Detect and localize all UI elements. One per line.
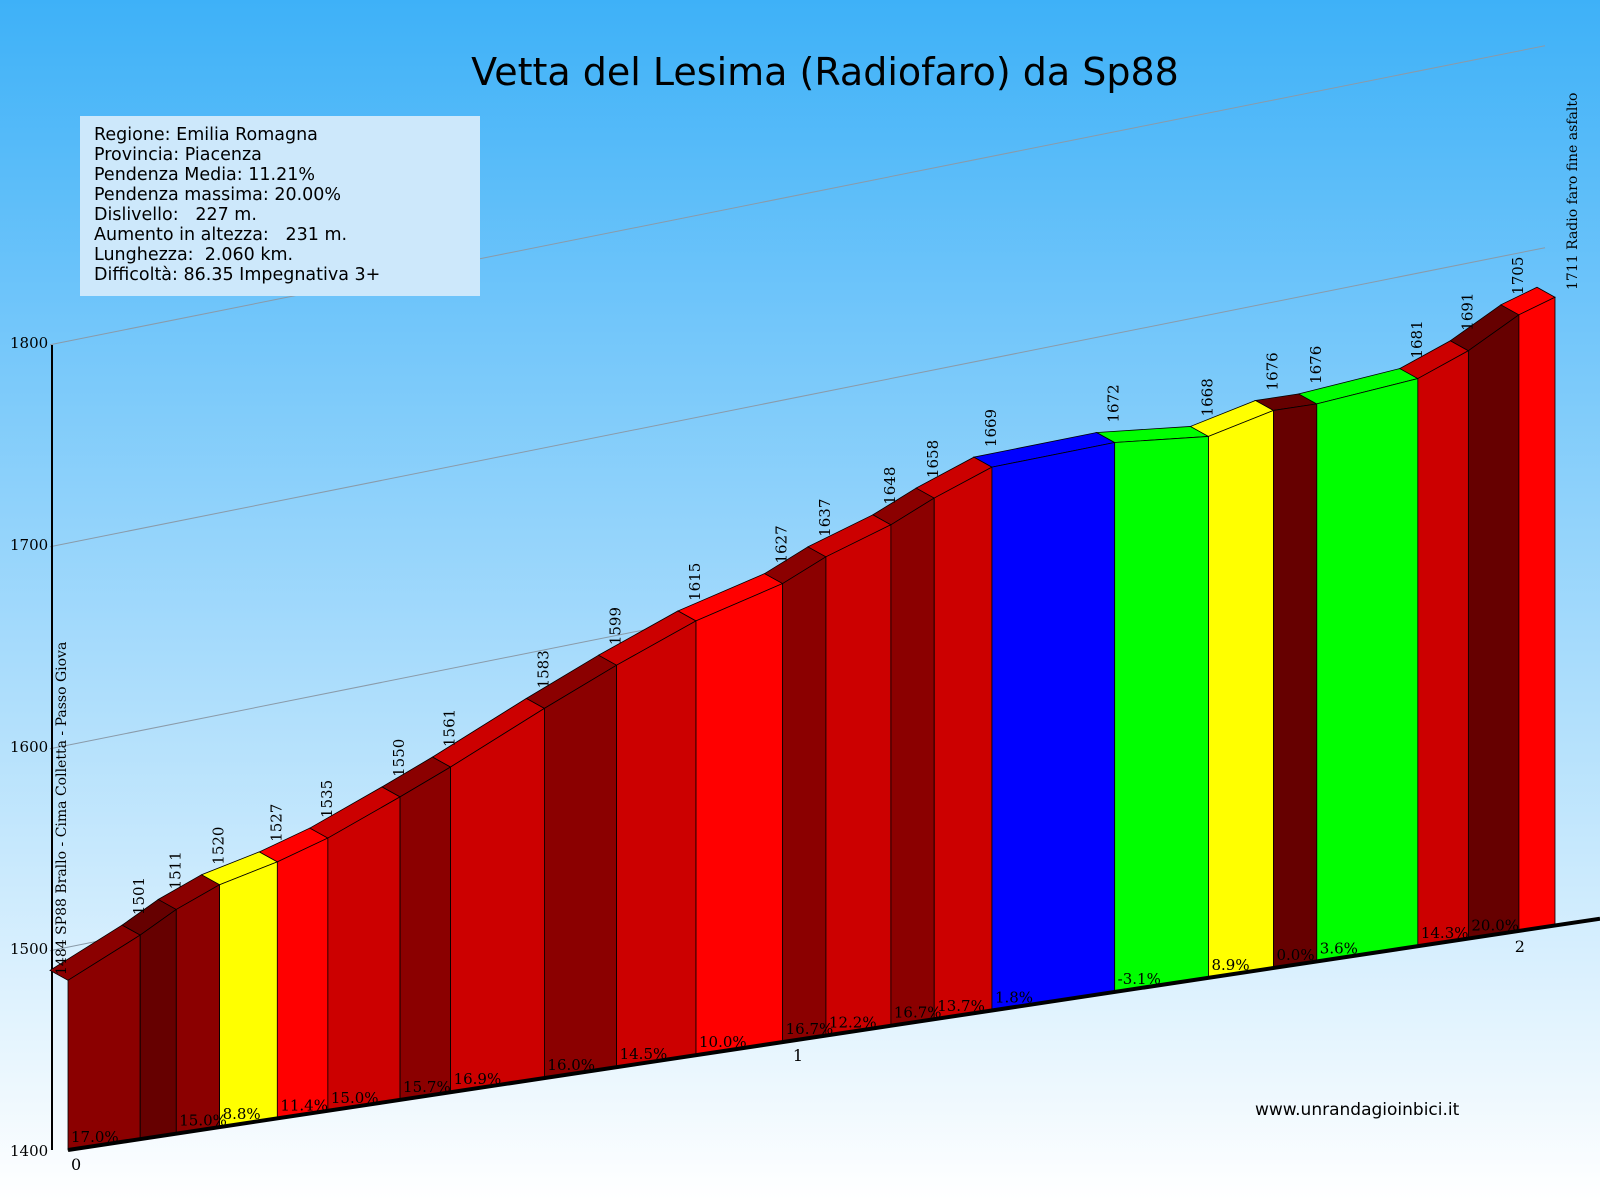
info-box: Regione: Emilia Romagna Provincia: Piace… [80, 116, 480, 296]
website-credit: www.unrandagioinbici.it [1255, 1100, 1460, 1120]
segment-front-face [695, 582, 784, 1056]
grade-label: 10.0% [699, 1033, 747, 1051]
elevation-label: 1681 [1408, 320, 1426, 358]
elevation-label: 1648 [881, 467, 899, 505]
segment-front-face [1518, 296, 1556, 932]
elevation-label: 1520 [210, 827, 228, 865]
segment-front-face [544, 664, 618, 1079]
ground-line [67, 916, 1600, 1152]
segment-front-face [450, 707, 545, 1093]
grade-label: 14.3% [1421, 924, 1469, 942]
y-tick-label: 1700 [10, 536, 48, 554]
elevation-label: 1705 [1509, 257, 1527, 295]
elevation-label: 1583 [534, 650, 552, 688]
elevation-label: 1511 [166, 851, 184, 889]
gridline [49, 247, 1546, 548]
grade-label: 15.0% [331, 1089, 379, 1107]
grade-label: 16.7% [786, 1020, 834, 1038]
x-tick-label: 1 [793, 1046, 803, 1065]
info-average-grade: Pendenza Media: 11.21% [94, 165, 315, 185]
segment-front-face [1273, 403, 1318, 969]
info-difficulty: Difficoltà: 86.35 Impegnativa 3+ [94, 265, 381, 285]
elevation-label: 1501 [130, 877, 148, 915]
elevation-label: 1669 [982, 409, 1000, 447]
elevation-label: 1527 [267, 804, 285, 842]
elevation-label: 1676 [1263, 352, 1281, 390]
elevation-label: 1668 [1199, 378, 1217, 416]
profile-segments [49, 286, 1600, 1152]
y-tick-label: 1600 [10, 738, 48, 756]
grade-label: 12.2% [829, 1014, 877, 1032]
grade-label: 11.4% [280, 1096, 328, 1114]
segment-front-face [219, 861, 278, 1128]
grade-label: 8.8% [223, 1105, 261, 1123]
elevation-label: 1672 [1105, 384, 1123, 422]
end-label: 1711 Radio faro fine asfalto [1565, 93, 1581, 290]
x-tick-label: 2 [1515, 937, 1525, 956]
segment-front-face [616, 620, 697, 1068]
segment-front-face [276, 837, 329, 1119]
elevation-label: 1550 [390, 739, 408, 777]
segment-front-face [991, 442, 1116, 1011]
segment-front-face [139, 908, 177, 1140]
grade-label: 15.0% [179, 1112, 227, 1130]
y-tick-label: 1500 [10, 940, 48, 958]
elevation-label: 1561 [441, 709, 459, 747]
grade-label: 14.5% [620, 1045, 668, 1063]
info-max-grade: Pendenza massima: 20.00% [94, 185, 342, 205]
segment-front-face [327, 796, 401, 1112]
start-label: 1484 SP88 Brallo - Cima Colletta - Passo… [54, 642, 70, 975]
segment-front-face [825, 524, 892, 1037]
info-region: Regione: Emilia Romagna [94, 125, 318, 145]
elevation-label: 1627 [773, 525, 791, 563]
x-tick-label: 0 [71, 1155, 81, 1174]
segment-front-face [933, 466, 993, 1020]
grade-label: 16.9% [454, 1070, 502, 1088]
y-tick-label: 1400 [10, 1142, 48, 1160]
info-province: Provincia: Piacenza [94, 145, 262, 165]
elevation-label: 1658 [924, 440, 942, 478]
segment-front-face [1114, 435, 1209, 993]
segment-front-face [1417, 350, 1469, 947]
grade-label: -3.1% [1118, 970, 1161, 988]
segment-front-face [1467, 314, 1520, 940]
segment-front-face [782, 556, 827, 1043]
segment-front-face [399, 766, 451, 1101]
elevation-label: 1637 [816, 499, 834, 537]
grade-label: 17.0% [71, 1128, 119, 1146]
info-height-increase: Aumento in altezza: 231 m. [94, 225, 348, 245]
grade-label: 0.0% [1276, 946, 1314, 964]
grade-label: 16.0% [547, 1056, 595, 1074]
segment-front-face [890, 497, 935, 1027]
info-length: Lunghezza: 2.060 km. [94, 245, 294, 265]
segment-front-face [1208, 409, 1274, 979]
elevation-labels: 17.0% 1501 1511 15.0% 1520 8.8% 1527 11.4% 1535 1… [54, 93, 1581, 1174]
y-tick-label: 1800 [10, 334, 48, 352]
elevation-label: 1599 [607, 607, 625, 645]
chart-title: Vetta del Lesima (Radiofaro) da Sp88 [471, 50, 1179, 94]
grade-label: 8.9% [1212, 956, 1250, 974]
info-elevation-gain: Dislivello: 227 m. [94, 205, 257, 225]
elevation-label: 1676 [1307, 346, 1325, 384]
grade-label: 20.0% [1471, 917, 1519, 935]
grade-label: 16.7% [894, 1004, 942, 1022]
grade-label: 13.7% [937, 997, 985, 1015]
grade-label: 3.6% [1320, 939, 1358, 957]
segment-front-face [175, 884, 220, 1135]
y-axis: 1400 1500 1600 1700 1800 [10, 334, 53, 1160]
grade-label: 1.8% [995, 988, 1033, 1006]
elevation-label: 1615 [686, 563, 704, 601]
grade-label: 15.7% [403, 1078, 451, 1096]
segment-front-face [1316, 378, 1419, 962]
elevation-label: 1535 [318, 780, 336, 818]
elevation-label: 1691 [1458, 293, 1476, 331]
